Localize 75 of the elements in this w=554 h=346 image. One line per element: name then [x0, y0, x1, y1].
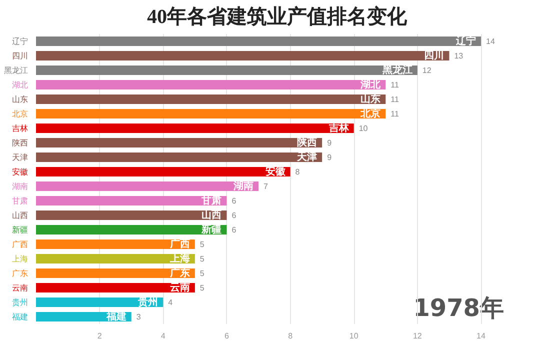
bar [36, 109, 386, 118]
category-label: 安徽 [265, 166, 286, 178]
y-tick-label: 湖南 [12, 182, 28, 191]
category-label: 湖南 [234, 180, 254, 192]
data-label: 5 [200, 240, 205, 249]
data-label: 14 [486, 36, 496, 46]
bar [36, 240, 195, 249]
x-tick-label: 6 [224, 332, 230, 340]
x-tick-label: 14 [476, 332, 486, 340]
y-tick-label: 湖北 [12, 80, 28, 90]
bar [36, 36, 481, 46]
y-tick-label: 甘肃 [12, 196, 28, 206]
category-label: 吉林 [328, 122, 349, 134]
y-tick-label: 北京 [12, 109, 28, 118]
category-label: 山东 [360, 94, 381, 105]
y-tick-label: 四川 [12, 51, 28, 60]
y-tick-label: 新疆 [12, 225, 28, 234]
x-tick-label: 4 [160, 332, 166, 340]
bar [36, 196, 227, 206]
bar [36, 167, 290, 176]
x-tick-label: 2 [97, 332, 102, 340]
data-label: 5 [200, 254, 205, 264]
bar [36, 283, 195, 292]
y-tick-label: 安徽 [12, 167, 28, 176]
data-label: 10 [358, 124, 368, 133]
data-label: 3 [136, 312, 142, 322]
bar [36, 80, 386, 90]
y-tick-label: 吉林 [12, 124, 28, 133]
y-tick-label: 广东 [12, 268, 28, 278]
data-label: 9 [327, 152, 332, 162]
bar [36, 182, 258, 191]
y-tick-label: 云南 [12, 283, 28, 292]
y-tick-label: 贵州 [12, 298, 28, 307]
data-label: 11 [390, 109, 400, 118]
category-label: 福建 [106, 311, 126, 322]
bar [36, 94, 386, 104]
bar [36, 138, 322, 148]
y-tick-label: 山东 [12, 94, 28, 104]
y-tick-label: 辽宁 [12, 36, 28, 46]
y-tick-label: 上海 [12, 254, 28, 264]
category-label: 云南 [170, 282, 190, 294]
data-label: 11 [390, 80, 400, 90]
data-label: 6 [232, 210, 237, 220]
x-tick-label: 12 [412, 332, 422, 340]
bar [36, 152, 322, 162]
bar [36, 66, 418, 75]
y-tick-label: 山西 [12, 210, 28, 220]
bar [36, 210, 227, 220]
chart-title: 40年各省建筑业产值排名变化 [147, 5, 408, 28]
y-tick-label: 广西 [12, 240, 28, 249]
x-tick-label: 8 [288, 332, 294, 340]
bar [36, 268, 195, 278]
data-label: 7 [264, 182, 268, 191]
y-tick-label: 陕西 [12, 138, 28, 148]
data-label: 11 [390, 94, 400, 104]
data-label: 6 [232, 225, 237, 234]
annotation: 1978年 [413, 294, 504, 322]
bar [36, 225, 227, 234]
data-label: 5 [200, 283, 205, 292]
data-label: 5 [200, 268, 205, 278]
data-label: 4 [168, 298, 174, 307]
data-label: 12 [422, 66, 432, 75]
x-tick-label: 10 [349, 332, 359, 340]
data-label: 6 [232, 196, 237, 206]
data-label: 13 [454, 51, 464, 60]
data-label: 8 [295, 167, 300, 176]
bar [36, 298, 164, 307]
y-tick-label: 黑龙江 [4, 66, 28, 75]
y-tick-label: 天津 [12, 152, 28, 162]
bar [36, 51, 450, 60]
y-tick-label: 福建 [12, 312, 28, 322]
bar [36, 124, 354, 133]
data-label: 9 [327, 138, 332, 148]
category-label: 上海 [170, 253, 190, 264]
bar [36, 254, 195, 264]
